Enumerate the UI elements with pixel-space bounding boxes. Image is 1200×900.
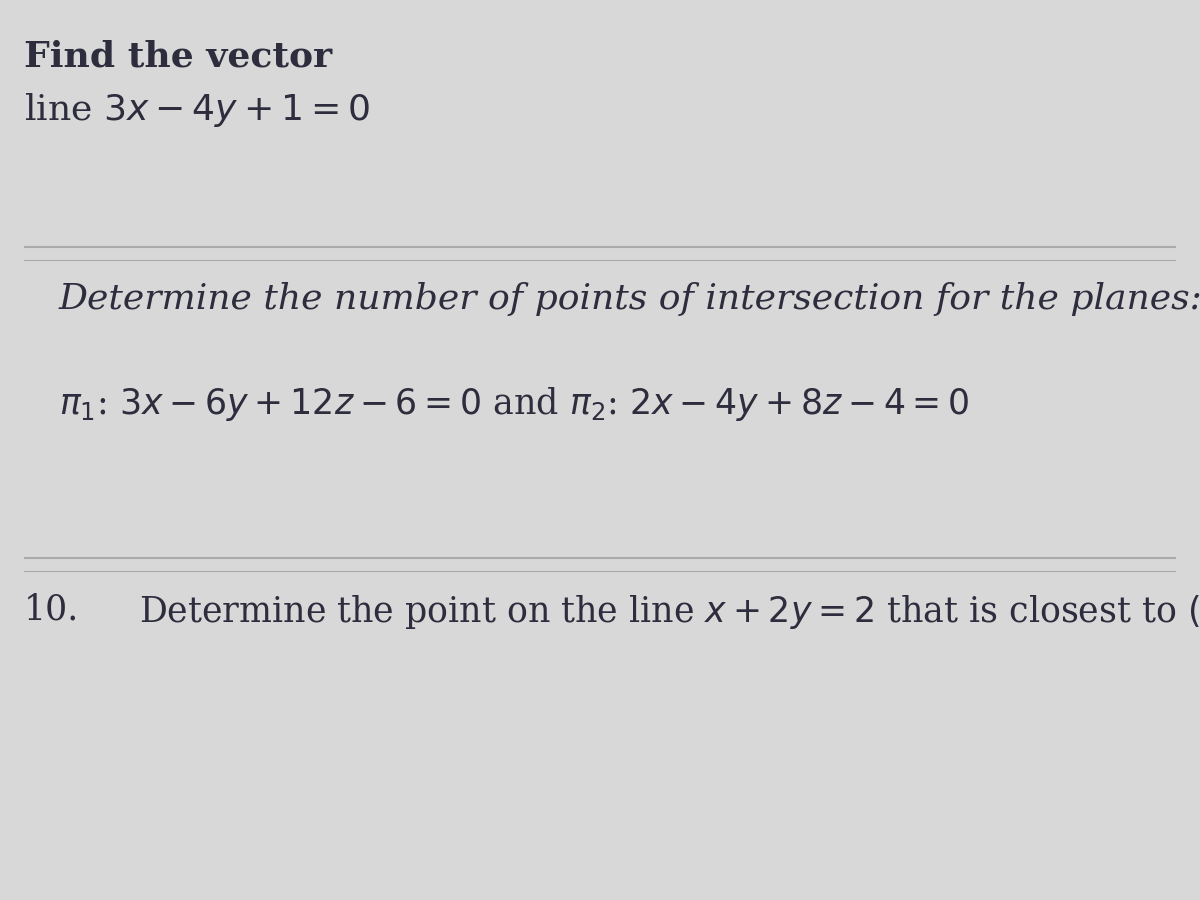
Text: Determine the point on the line $x + 2y = 2$ that is closest to $(0, 0$: Determine the point on the line $x + 2y … [139, 592, 1200, 631]
Text: 10.: 10. [24, 592, 79, 626]
Text: Determine the number of points of intersection for the planes:: Determine the number of points of inters… [59, 282, 1200, 316]
Text: $\pi_1$: $3x - 6y + 12z - 6 = 0$ and $\pi_2$: $2x - 4y + 8z - 4 = 0$: $\pi_1$: $3x - 6y + 12z - 6 = 0$ and $\p… [59, 385, 970, 423]
Text: Find the ve⁠c⁠t⁠o⁠r⁠ ⁠ ⁠ ⁠ ⁠ ⁠ ⁠ ⁠ ⁠ ⁠ ⁠ ⁠ ⁠ ⁠ ⁠ ⁠ ⁠ ⁠ ⁠ ⁠ ⁠: Find the ve⁠c⁠t⁠o⁠r⁠ ⁠ ⁠ ⁠ ⁠ ⁠ ⁠ ⁠ ⁠ ⁠ ⁠… [24, 40, 584, 74]
Text: line $3x - 4y + 1 = 0$: line $3x - 4y + 1 = 0$ [24, 92, 371, 130]
